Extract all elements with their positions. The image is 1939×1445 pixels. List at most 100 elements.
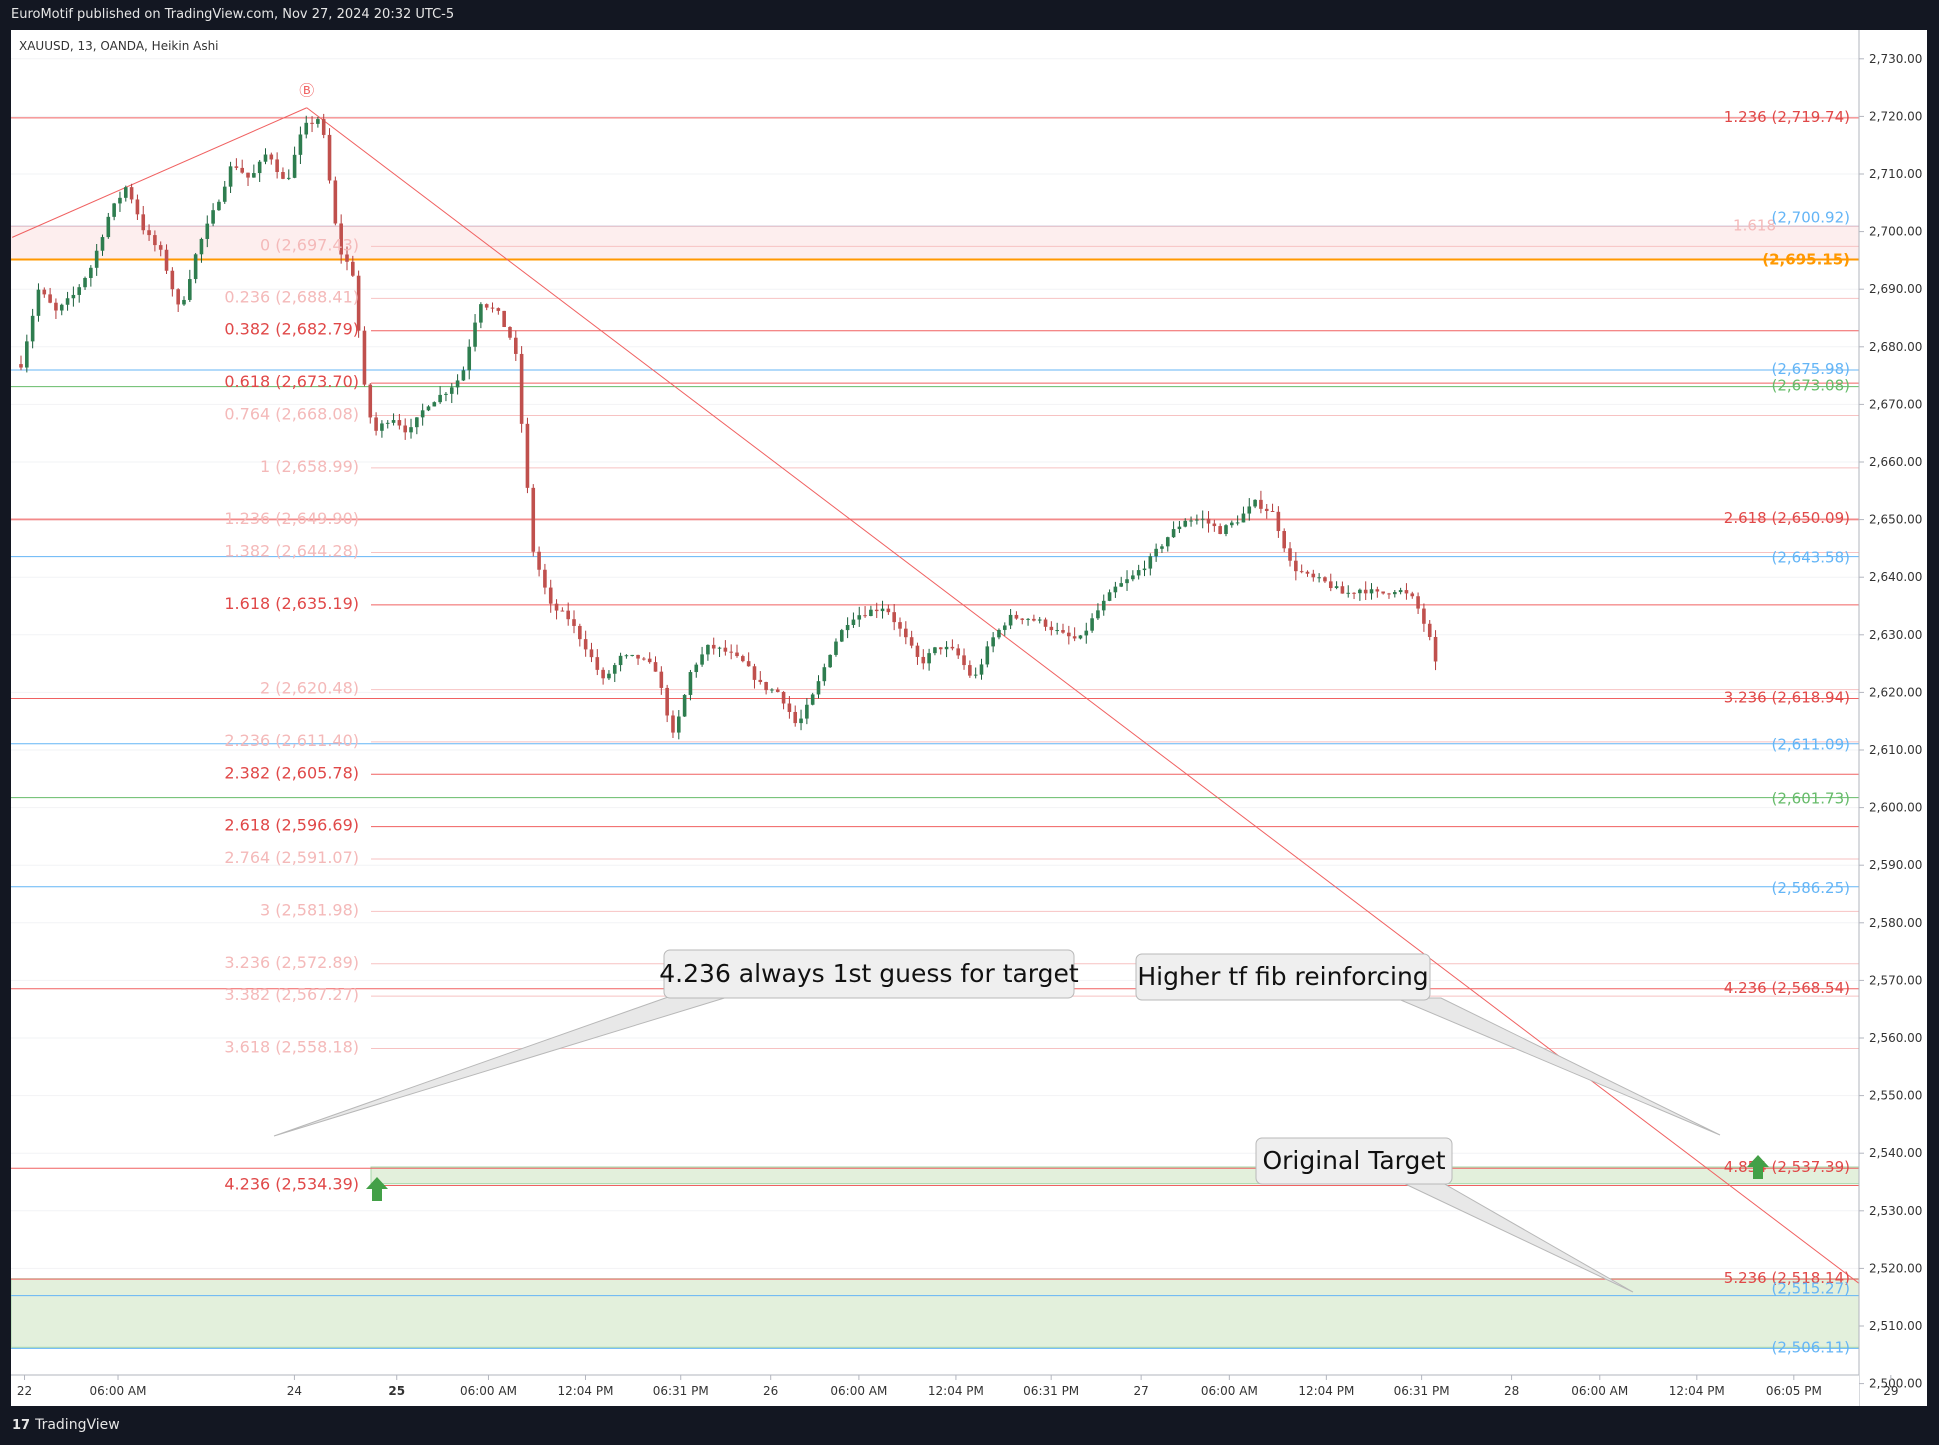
- candle-body: [1328, 581, 1333, 589]
- candle-body: [548, 587, 553, 604]
- time-tick-label: 27: [1133, 1384, 1148, 1398]
- candle-body: [374, 417, 378, 431]
- up-arrow-icon: [366, 1177, 388, 1201]
- price-tick-label: 2,700.00: [1869, 225, 1922, 239]
- grid: [11, 58, 1859, 1385]
- wave-line-bc: [306, 107, 1870, 1292]
- candle-body: [880, 608, 885, 612]
- candle-body: [793, 711, 798, 724]
- chart-area[interactable]: 0 (2,697.43) 0.236 (2,688.41) 0.382 (2,682…: [11, 30, 1927, 1406]
- candle-body: [292, 154, 297, 178]
- candle-body: [1101, 600, 1106, 611]
- candle-body: [496, 308, 501, 311]
- candle-body: [671, 715, 675, 733]
- candle-body: [962, 655, 966, 666]
- candle-body: [595, 657, 600, 670]
- candle-body: [799, 718, 803, 724]
- candle-body: [979, 664, 984, 675]
- time-tick-label: 12:04 PM: [928, 1384, 984, 1398]
- fib-label: 1.618 (2,635.19): [224, 594, 359, 613]
- candle-body: [1282, 531, 1287, 549]
- candle-body: [473, 322, 477, 347]
- candle-body: [234, 166, 239, 168]
- time-axis[interactable]: 22 06:00 AM 24 25 06:00 AM 12:04 PM 06:31 PM 26…: [11, 1374, 1898, 1406]
- price-tick-label: 2,610.00: [1869, 743, 1922, 757]
- candle-body: [775, 689, 780, 692]
- time-tick-label: 12:04 PM: [1298, 1384, 1354, 1398]
- target-zone-lower: [11, 1278, 1860, 1348]
- candle-body: [316, 119, 320, 124]
- candle-body: [647, 658, 652, 663]
- candle-body: [665, 687, 669, 716]
- candle-body: [286, 177, 291, 179]
- candle-body: [1270, 511, 1275, 513]
- candle-body: [1154, 548, 1158, 557]
- price-tick-label: 2,590.00: [1869, 858, 1922, 872]
- candle-body: [397, 420, 402, 426]
- candle-body: [904, 628, 908, 638]
- candle-body: [1183, 520, 1188, 527]
- level-price-label: (2,601.73): [1771, 790, 1850, 808]
- price-tick-label: 2,620.00: [1869, 685, 1922, 699]
- fib-label: 0.764 (2,668.08): [224, 404, 359, 423]
- callout-fib-guess-text: 4.236 always 1st guess for target: [659, 959, 1079, 988]
- candle-body: [263, 154, 268, 162]
- candle-body: [205, 223, 210, 239]
- candle-body: [1119, 583, 1124, 587]
- candle-body: [217, 201, 221, 211]
- price-tick-label: 2,540.00: [1869, 1146, 1922, 1160]
- candle-body: [1206, 518, 1211, 524]
- candle-body: [385, 422, 390, 424]
- candle-body: [1096, 610, 1100, 619]
- candle-body: [886, 608, 891, 613]
- candle-body: [805, 704, 809, 719]
- candle-body: [1334, 586, 1339, 589]
- candle-body: [822, 667, 827, 682]
- candle-body: [630, 654, 635, 656]
- candle-body: [77, 287, 82, 295]
- candle-body: [717, 647, 722, 649]
- level-price-label: (2,643.58): [1771, 549, 1850, 567]
- candle-body: [869, 609, 873, 616]
- level-price-label: (2,673.08): [1771, 377, 1850, 395]
- time-tick-label: 28: [1504, 1384, 1519, 1398]
- candle-body: [636, 654, 640, 659]
- candle-body: [1136, 570, 1141, 576]
- candle-body: [1410, 593, 1415, 597]
- candle-body: [1125, 579, 1129, 584]
- time-tick-label: 06:31 PM: [1394, 1384, 1450, 1398]
- candle-body: [915, 645, 920, 657]
- time-tick-label: 06:05 PM: [1766, 1384, 1822, 1398]
- candle-body: [758, 679, 763, 683]
- candle-body: [1212, 523, 1217, 527]
- candle-body: [502, 310, 506, 328]
- price-tick-label: 2,670.00: [1869, 397, 1922, 411]
- candle-body: [1305, 571, 1310, 574]
- candles: [19, 113, 1438, 740]
- price-chart[interactable]: 0 (2,697.43) 0.236 (2,688.41) 0.382 (2,682…: [11, 30, 1927, 1406]
- candle-body: [89, 267, 93, 278]
- candle-body: [333, 180, 338, 224]
- candle-body: [973, 674, 978, 676]
- candle-body: [1142, 568, 1147, 571]
- fib-label: 0 (2,697.43): [260, 235, 359, 254]
- candle-body: [240, 167, 245, 173]
- candle-body: [741, 656, 745, 662]
- candle-body: [426, 406, 431, 411]
- fib-levels: [11, 117, 1859, 1391]
- fib-label: 0.236 (2,688.41): [224, 287, 359, 306]
- candle-body: [461, 370, 466, 381]
- candle-body: [164, 249, 169, 271]
- candle-body: [1160, 546, 1164, 549]
- time-tick-label: 06:00 AM: [90, 1384, 147, 1398]
- candle-body: [816, 681, 821, 695]
- candle-body: [676, 716, 681, 733]
- price-axis[interactable]: 2,500.00 2,510.00 2,520.00 2,530.00 2,540.00…: [1858, 30, 1927, 1406]
- candle-body: [1113, 586, 1118, 593]
- candle-body: [310, 122, 314, 124]
- candle-body: [1311, 573, 1316, 578]
- candle-body: [938, 647, 943, 650]
- candle-body: [211, 210, 215, 224]
- candle-body: [304, 122, 309, 135]
- candle-body: [228, 166, 233, 187]
